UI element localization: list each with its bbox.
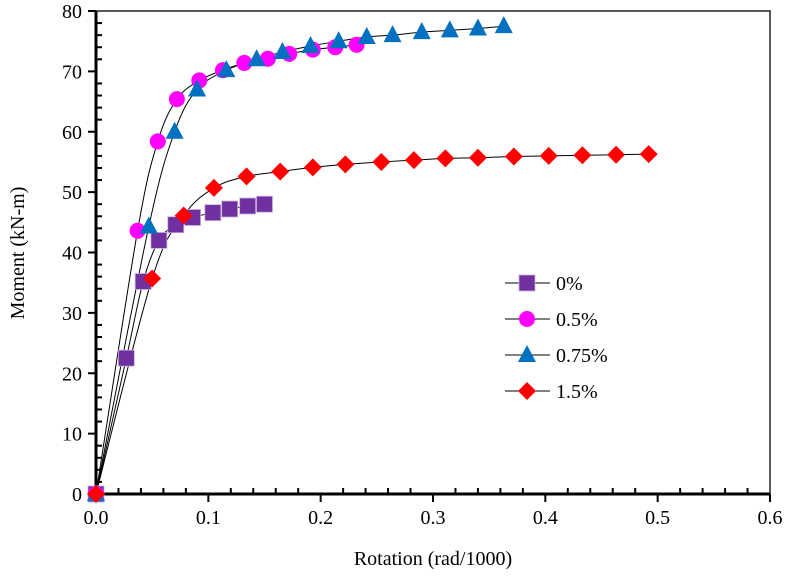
legend-label: 1.5% (556, 381, 598, 403)
data-point-square (117, 349, 135, 367)
data-point-diamond (539, 146, 558, 165)
x-axis-label: Rotation (rad/1000) (354, 548, 512, 570)
legend-label: 0.75% (556, 345, 608, 367)
data-point-diamond (573, 146, 592, 165)
data-point-square (204, 204, 222, 222)
data-point-circle (259, 50, 276, 67)
data-point-diamond (504, 147, 523, 166)
data-point-square (150, 232, 168, 249)
data-point-diamond (436, 149, 455, 168)
data-point-diamond (639, 145, 658, 164)
legend-marker-square (518, 274, 536, 292)
y-tick-label: 40 (62, 243, 82, 265)
data-point-circle (236, 54, 253, 71)
data-point-diamond (174, 206, 193, 225)
data-point-diamond (468, 148, 487, 167)
data-point-diamond (271, 162, 290, 181)
x-tick-label: 0.5 (645, 507, 670, 529)
legend-marker-diamond (518, 382, 536, 400)
legend: 0% 0.5% 0.75% 1.5% (505, 273, 608, 403)
y-tick-label: 60 (62, 122, 82, 144)
data-point-diamond (87, 485, 105, 503)
data-point-triangle (165, 121, 184, 139)
data-point-triangle (139, 216, 158, 234)
series-line-0.5% (95, 44, 357, 495)
x-tick-label: 0.0 (84, 507, 109, 529)
data-point-circle (149, 133, 166, 150)
y-tick-label: 20 (62, 363, 82, 385)
data-point-diamond (143, 269, 162, 288)
y-tick-label: 50 (62, 182, 82, 204)
data-point-triangle (301, 36, 320, 54)
data-point-triangle (412, 22, 431, 40)
y-tick-label: 0 (72, 484, 82, 506)
data-point-square (256, 195, 273, 213)
y-axis-label: Moment (kN-m) (7, 187, 29, 320)
series-line-0% (95, 203, 265, 495)
data-point-triangle (468, 18, 487, 36)
x-tick-label: 0.6 (758, 507, 783, 529)
data-point-square (221, 200, 239, 218)
x-tick-label: 0.4 (533, 507, 558, 529)
data-point-diamond (237, 167, 256, 186)
y-tick-label: 70 (62, 61, 82, 83)
data-point-triangle (440, 20, 459, 38)
legend-label: 0% (556, 273, 583, 295)
data-point-diamond (372, 152, 391, 171)
data-point-circle (168, 91, 185, 108)
data-point-triangle (247, 49, 266, 67)
y-tick-label: 30 (62, 303, 82, 325)
data-point-square (239, 197, 257, 215)
data-point-triangle (329, 31, 348, 49)
series-line-0.75% (95, 25, 504, 495)
data-point-triangle (357, 26, 376, 44)
data-point-triangle (217, 60, 236, 78)
legend-marker-triangle (518, 345, 536, 362)
data-point-diamond (303, 158, 322, 177)
data-point-diamond (336, 155, 355, 174)
x-tick-label: 0.2 (308, 507, 333, 529)
data-point-diamond (204, 178, 223, 197)
data-point-triangle (494, 16, 513, 34)
y-tick-label: 80 (62, 1, 82, 23)
x-tick-label: 0.3 (421, 507, 446, 529)
legend-label: 0.5% (556, 309, 598, 331)
legend-marker-circle (519, 311, 535, 327)
y-tick-label: 10 (62, 424, 82, 446)
data-point-triangle (383, 25, 402, 43)
data-point-diamond (404, 151, 423, 170)
data-point-diamond (607, 145, 626, 164)
data-point-triangle (273, 42, 292, 60)
x-tick-label: 0.1 (196, 507, 221, 529)
data-point-triangle (188, 79, 207, 97)
data-point-circle (129, 222, 146, 239)
